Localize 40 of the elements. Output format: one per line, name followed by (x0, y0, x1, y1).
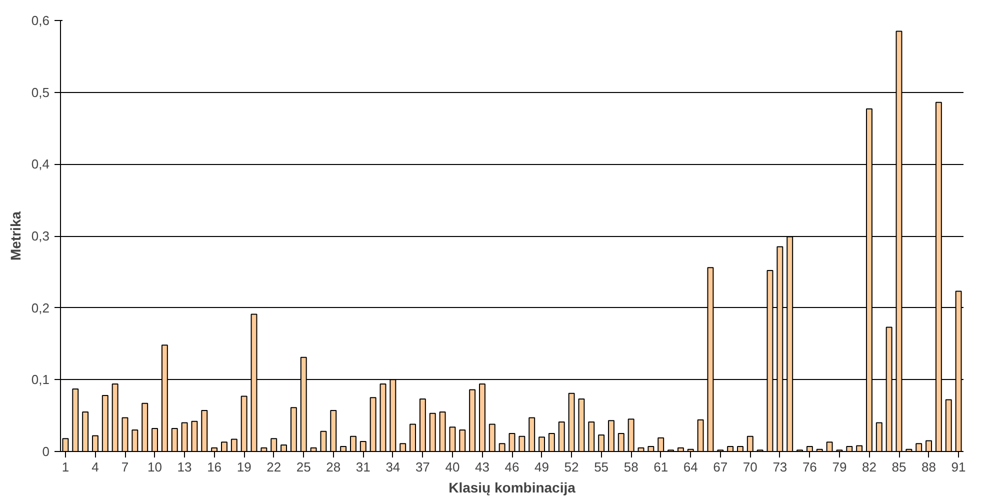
x-tick-label: 46 (504, 460, 520, 474)
x-tick-label: 19 (236, 460, 252, 474)
x-tick-label: 4 (92, 460, 99, 474)
x-tick-label: 49 (534, 460, 550, 474)
x-tick-label: 73 (772, 460, 788, 474)
y-tick-label: 0,1 (31, 372, 50, 388)
x-tick-label: 31 (356, 460, 370, 474)
x-tick-label: 28 (326, 460, 341, 474)
x-tick-label: 67 (713, 460, 728, 474)
x-tick-label: 52 (564, 460, 579, 474)
x-tick-label: 10 (148, 460, 162, 474)
x-tick-label: 1 (62, 460, 70, 474)
y-tick-label: 0,2 (31, 300, 50, 316)
y-axis-title: Metrika (7, 211, 24, 261)
x-tick-label: 79 (832, 460, 847, 474)
y-tick-label: 0,6 (31, 13, 50, 28)
x-axis-title: Klasių kombinacija (448, 480, 576, 496)
y-tick-label: 0,3 (31, 228, 50, 244)
x-tick-label: 82 (862, 460, 876, 474)
x-tick-label: 64 (683, 460, 698, 474)
x-tick-label: 58 (624, 460, 638, 474)
x-tick-label: 16 (207, 460, 222, 474)
x-tick-label: 40 (445, 460, 460, 474)
x-tick-label: 7 (121, 460, 129, 474)
y-tick-label: 0,5 (31, 84, 50, 100)
x-tick-label: 76 (802, 460, 817, 474)
x-tick-label: 91 (951, 460, 966, 474)
x-tick-label: 25 (296, 460, 311, 474)
x-tick-label: 22 (266, 460, 282, 474)
y-tick-label: 0,4 (31, 156, 50, 172)
x-tick-label: 55 (594, 460, 609, 474)
x-tick-label: 70 (742, 460, 758, 474)
x-tick-label: 34 (386, 460, 400, 474)
x-tick-label: 88 (922, 460, 936, 474)
x-tick-label: 85 (892, 460, 906, 474)
x-tick-label: 43 (475, 460, 490, 474)
x-tick-label: 37 (415, 460, 430, 474)
x-tick-label: 13 (177, 460, 192, 474)
y-tick-label: 0 (42, 444, 50, 459)
x-tick-label: 61 (654, 460, 668, 474)
